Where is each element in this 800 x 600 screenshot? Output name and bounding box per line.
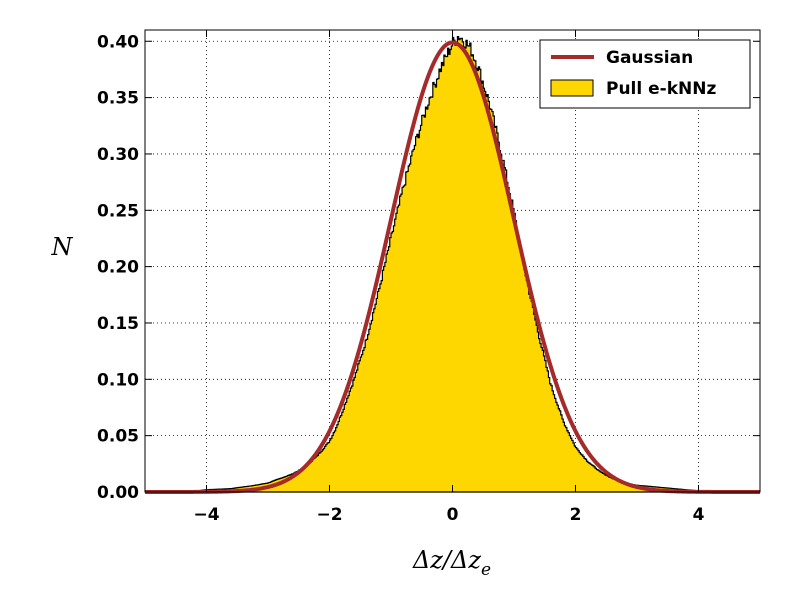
x-tick-label: 0 xyxy=(447,505,459,525)
y-tick-label: 0.20 xyxy=(97,258,139,278)
tick-layer: −4 −2 0 2 4 0.00 0.05 0.10 0.15 0.20 0.25 0.30 0.35 0… xyxy=(97,30,760,525)
legend-pull-swatch xyxy=(550,79,594,97)
legend: Gaussian Pull e-kNNz xyxy=(539,39,751,109)
x-axis-label-main: Δz/Δz xyxy=(412,546,481,574)
gaussian-curve xyxy=(145,40,760,494)
y-tick-label: 0.30 xyxy=(97,145,139,165)
y-tick-label: 0.40 xyxy=(97,32,139,52)
y-tick-label: 0.35 xyxy=(97,89,139,109)
x-axis-label: Δz/Δze xyxy=(412,546,491,580)
x-axis-label-subscript: e xyxy=(481,560,491,580)
y-tick-label: 0.25 xyxy=(97,201,139,221)
y-tick-label: 0.10 xyxy=(97,370,139,390)
legend-box xyxy=(539,39,751,109)
x-tick-label: 2 xyxy=(570,505,582,525)
gaussian-layer xyxy=(145,40,760,494)
y-tick-label: 0.00 xyxy=(97,483,139,503)
legend-pull-label: Pull e-kNNz xyxy=(606,79,716,99)
y-axis-label: N xyxy=(51,233,74,261)
legend-gaussian-label: Gaussian xyxy=(606,48,693,68)
x-tick-label: 4 xyxy=(693,505,705,525)
x-tick-label: −2 xyxy=(316,505,342,525)
y-tick-label: 0.15 xyxy=(97,314,139,334)
y-tick-label: 0.05 xyxy=(97,427,139,447)
x-tick-label: −4 xyxy=(193,505,219,525)
